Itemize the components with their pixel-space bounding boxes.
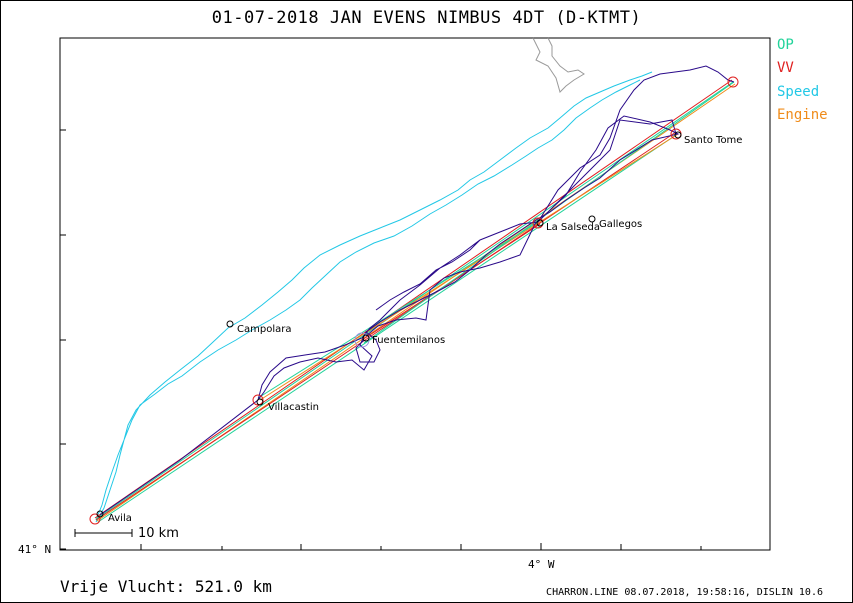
legend-item-op: OP bbox=[777, 37, 794, 53]
legend-item-engine: Engine bbox=[777, 106, 828, 123]
turnpoint-fuentemilanos bbox=[354, 332, 370, 348]
place-label-villacastin: Villacastin bbox=[268, 402, 319, 413]
place-markers bbox=[96, 131, 682, 518]
turnpoint-avila bbox=[89, 513, 101, 525]
flight-track bbox=[99, 65, 735, 516]
distance-label: Vrije Vlucht: 521.0 km bbox=[60, 577, 272, 596]
lon-axis-label: 4° W bbox=[528, 558, 555, 571]
speed-trace bbox=[95, 71, 653, 523]
terrain-outline bbox=[532, 37, 585, 93]
map-area bbox=[59, 37, 771, 551]
place-label-avila: Avila bbox=[108, 513, 132, 524]
lat-ticks bbox=[60, 129, 66, 550]
page-title: 01-07-2018 JAN EVENS NIMBUS 4DT (D-KTMT) bbox=[211, 8, 642, 28]
turnpoint-finish bbox=[727, 76, 739, 88]
place-label-campolara: Campolara bbox=[237, 324, 291, 335]
task-legs bbox=[94, 79, 736, 523]
turnpoint-villacastin bbox=[252, 394, 264, 406]
legend: OP VV Speed Engine bbox=[777, 34, 828, 127]
place-label-la-salseda: La Salseda bbox=[546, 222, 600, 233]
lat-axis-label: 41° N bbox=[18, 543, 52, 556]
legend-item-speed: Speed bbox=[777, 83, 820, 100]
scale-bar bbox=[74, 529, 133, 537]
lon-ticks bbox=[140, 543, 702, 550]
turnpoints bbox=[89, 76, 739, 525]
scale-label: 10 km bbox=[138, 526, 179, 541]
place-label-gallegos: Gallegos bbox=[599, 219, 642, 230]
credit-line: CHARRON.LINE 08.07.2018, 19:58:16, DISLI… bbox=[546, 587, 823, 598]
place-label-fuentemilanos: Fuentemilanos bbox=[372, 335, 445, 346]
place-label-santo-tome: Santo Tome bbox=[684, 135, 742, 146]
legend-item-vv: VV bbox=[777, 60, 794, 77]
